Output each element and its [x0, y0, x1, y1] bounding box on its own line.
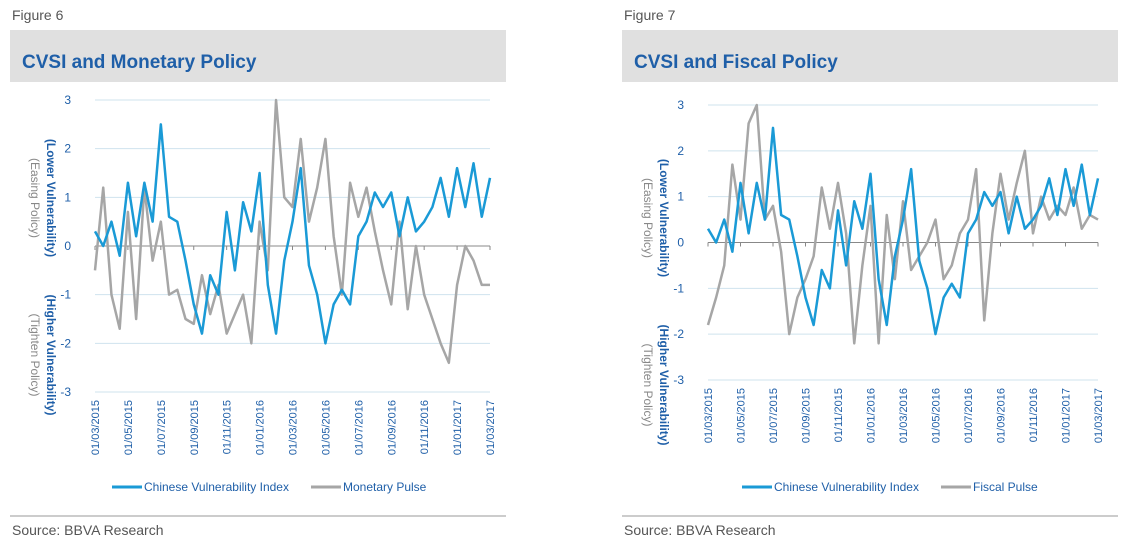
- x-tick-label: 01/03/2015: [703, 388, 715, 443]
- legend-label: Fiscal Pulse: [973, 480, 1038, 494]
- y-annotation: (Higher Vulnerability): [657, 325, 671, 446]
- y-annotation: (Lower Vulnerability): [657, 159, 671, 277]
- x-tick-label: 01/05/2015: [736, 388, 748, 443]
- y-annotation: (Higher Vulnerability): [44, 295, 58, 416]
- x-tick-label: 01/11/2015: [222, 400, 234, 454]
- legend-label: Chinese Vulnerability Index: [774, 480, 919, 494]
- y-tick-label: 1: [64, 190, 71, 204]
- x-tick-label: 01/07/2016: [353, 400, 365, 455]
- x-tick-label: 01/09/2016: [386, 400, 398, 455]
- x-tick-label: 01/03/2017: [485, 400, 497, 455]
- x-tick-label: 01/03/2016: [288, 400, 300, 455]
- y-tick-label: -3: [60, 385, 71, 399]
- y-tick-label: -3: [673, 373, 684, 387]
- source: Source: BBVA Research: [12, 522, 163, 538]
- x-tick-label: 01/01/2016: [255, 400, 267, 455]
- figure-label: Figure 7: [624, 7, 676, 23]
- y-tick-label: -1: [60, 288, 71, 302]
- x-tick-label: 01/01/2017: [1061, 388, 1073, 443]
- y-tick-label: 2: [64, 142, 71, 156]
- y-tick-label: -1: [673, 281, 684, 295]
- y-tick-label: 3: [677, 98, 684, 112]
- x-tick-label: 01/11/2016: [419, 400, 431, 454]
- x-tick-label: 01/05/2016: [320, 400, 332, 455]
- x-tick-label: 01/05/2015: [123, 400, 135, 455]
- series-line: [93, 123, 492, 345]
- y-annotation: (Lower Vulnerability): [44, 139, 58, 257]
- x-tick-label: 01/11/2015: [833, 388, 845, 442]
- series-line: [706, 126, 1100, 336]
- x-tick-label: 01/11/2016: [1028, 388, 1040, 442]
- x-tick-label: 01/09/2016: [996, 388, 1008, 443]
- y-annotation: (Tighten Policy): [28, 314, 42, 397]
- x-tick-label: 01/01/2016: [866, 388, 878, 443]
- y-tick-label: 1: [677, 190, 684, 204]
- y-tick-label: 0: [677, 236, 684, 250]
- series-line: [93, 98, 490, 365]
- title-band: [10, 30, 506, 82]
- x-tick-label: 01/05/2016: [931, 388, 943, 443]
- figure-label: Figure 6: [12, 7, 64, 23]
- y-annotation: (Easing Policy): [28, 158, 42, 238]
- x-tick-label: 01/07/2015: [768, 388, 780, 443]
- x-tick-label: 01/03/2016: [898, 388, 910, 443]
- x-tick-label: 01/01/2017: [452, 400, 464, 455]
- legend-label: Monetary Pulse: [343, 480, 427, 494]
- chart-title: CVSI and Fiscal Policy: [634, 52, 838, 73]
- y-tick-label: 0: [64, 239, 71, 253]
- y-tick-label: -2: [60, 336, 71, 350]
- y-annotation: (Tighten Policy): [641, 344, 655, 427]
- source: Source: BBVA Research: [624, 522, 775, 538]
- y-tick-label: 3: [64, 93, 71, 107]
- x-tick-label: 01/07/2015: [156, 400, 168, 455]
- panel: Figure 7 CVSI and Fiscal Policy -3 -2 -1 0 1 2 3…: [622, 7, 1118, 538]
- series-line: [706, 103, 1099, 345]
- y-tick-label: -2: [673, 327, 684, 341]
- x-tick-label: 01/09/2015: [801, 388, 813, 443]
- chart-title: CVSI and Monetary Policy: [22, 52, 257, 73]
- x-tick-label: 01/03/2017: [1093, 388, 1105, 443]
- x-tick-label: 01/03/2015: [90, 400, 102, 455]
- title-band: [622, 30, 1118, 82]
- y-tick-label: 2: [677, 144, 684, 158]
- x-tick-label: 01/07/2016: [963, 388, 975, 443]
- x-tick-label: 01/09/2015: [189, 400, 201, 455]
- y-annotation: (Easing Policy): [641, 178, 655, 258]
- legend-label: Chinese Vulnerability Index: [144, 480, 289, 494]
